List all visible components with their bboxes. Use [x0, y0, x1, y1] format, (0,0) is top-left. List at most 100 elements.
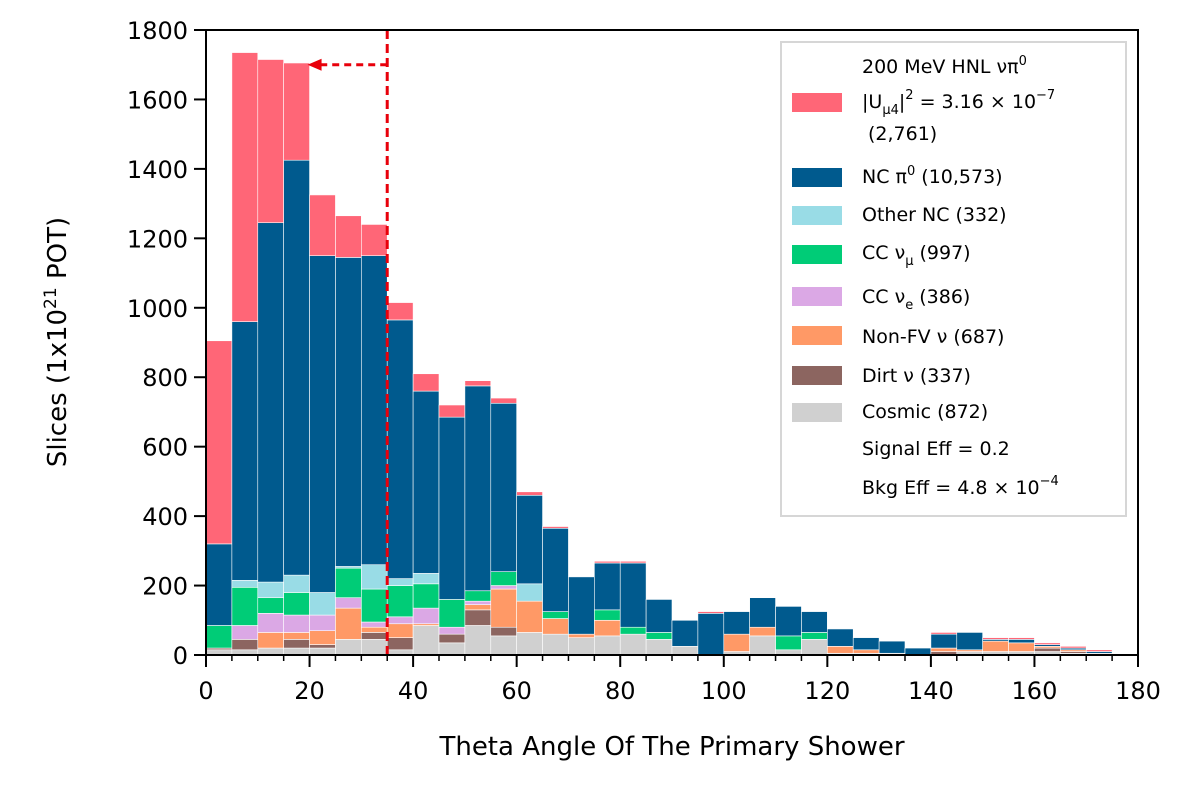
legend-swatch-hnl [792, 93, 842, 112]
bar-segment [645, 599, 673, 633]
bar-segment [542, 611, 569, 619]
bar-segment [852, 637, 880, 651]
bar-segment [412, 390, 440, 574]
bar-segment [386, 319, 414, 579]
legend-box [780, 41, 1127, 517]
bar-segment [412, 583, 440, 609]
bar-segment [930, 633, 958, 649]
bar-segment [775, 606, 802, 637]
bar-segment [749, 626, 776, 637]
bar-segment [801, 632, 828, 640]
bar-segment [438, 633, 466, 644]
bar-segment [231, 639, 259, 651]
bar-segment [335, 597, 362, 609]
bar-segment [361, 588, 388, 623]
bar-segment [516, 583, 543, 602]
bar-segment [412, 573, 440, 585]
y-axis-label: Slices (1x1021 POT) [41, 217, 73, 467]
bar-segment [257, 59, 284, 224]
bar-segment [283, 647, 310, 656]
bar-segment [1060, 646, 1087, 649]
bar-segment [257, 613, 284, 633]
bar-segment [361, 632, 388, 640]
legend-hnl-line1: 200 MeV HNL νπ0 [862, 54, 1027, 78]
legend-bkg-eff: Bkg Eff = 4.8 × 10−4 [862, 474, 1059, 499]
bar-segment [1034, 647, 1061, 652]
bar-segment [231, 580, 259, 588]
bar-segment [1008, 639, 1035, 644]
bar-segment [361, 621, 388, 628]
bar-segment [283, 639, 310, 649]
bar-segment [1034, 642, 1061, 645]
bar-segment [412, 607, 440, 625]
bar-segment [438, 404, 466, 418]
legend: 200 MeV HNL νπ0 |Uμ4|2 = 3.16 × 10−7 (2,… [780, 41, 1127, 517]
bar-segment [904, 647, 932, 656]
bar-segment [516, 632, 543, 656]
legend-cc-nue: CC νe (386) [862, 286, 970, 313]
bar-segment [283, 632, 310, 640]
bar-segment [930, 632, 958, 635]
y-tick-label: 1400 [127, 156, 188, 184]
bar-segment [335, 607, 362, 640]
bar-segment [309, 194, 336, 256]
bar-segment [257, 647, 284, 656]
bar-segment [723, 611, 750, 635]
y-tick-label: 1600 [127, 86, 188, 114]
legend-swatch-nc-pi0 [792, 168, 842, 187]
bar-segment [231, 625, 259, 640]
x-tick-label: 140 [908, 677, 954, 705]
legend-swatch-dirt [792, 366, 842, 385]
bar-segment [619, 562, 647, 628]
bar-segment [438, 416, 466, 600]
bar-segment [283, 574, 310, 593]
y-tick-label: 800 [142, 364, 188, 392]
y-tick-label: 200 [142, 573, 188, 601]
bar-segment [594, 609, 621, 621]
bar-segment [827, 628, 854, 647]
x-tick-label: 80 [605, 677, 636, 705]
bar-segment [257, 632, 284, 649]
bar-segment [697, 613, 725, 656]
bar-segment [205, 625, 233, 649]
bar-segment [542, 526, 569, 529]
cut-line-group [307, 30, 389, 655]
bar-segment [412, 625, 440, 656]
bar-segment [464, 625, 492, 656]
bar-segment [386, 578, 414, 586]
x-tick-label: 100 [701, 677, 747, 705]
bar-segment [542, 527, 569, 612]
bar-segment [361, 626, 388, 633]
legend-signal-eff: Signal Eff = 0.2 [862, 438, 1010, 460]
y-tick-label: 0 [173, 642, 188, 670]
bar-segment [852, 649, 880, 654]
bar-segment [749, 635, 776, 656]
bar-segment [205, 340, 233, 545]
bar-segment [361, 224, 388, 256]
bar-segment [542, 618, 569, 635]
bar-segment [231, 586, 259, 626]
legend-other-nc: Other NC (332) [862, 204, 1007, 226]
bar-segment [982, 640, 1009, 652]
bar-segment [490, 585, 517, 590]
y-tick-label: 600 [142, 434, 188, 462]
x-tick-label: 20 [294, 677, 325, 705]
legend-swatch-cc-nue [792, 287, 842, 306]
bar-segment [309, 614, 336, 631]
bar-segment [568, 576, 595, 635]
bar-segment [464, 380, 492, 387]
bar-segment [490, 571, 517, 586]
x-tick-label: 60 [501, 677, 532, 705]
bar-segment [309, 647, 336, 656]
bar-segment [335, 215, 362, 258]
bar-segment [1085, 649, 1113, 652]
bar-segment [749, 597, 776, 628]
bar-segment [490, 626, 517, 637]
bar-segment [335, 639, 362, 656]
bar-segment [257, 597, 284, 614]
bar-segment [412, 373, 440, 392]
bar-segment [490, 588, 517, 628]
x-axis-ticks: 0 20 40 60 80 100 120 140 160 180 [198, 655, 1161, 705]
bar-segment [568, 637, 595, 656]
y-tick-label: 1800 [127, 17, 188, 45]
